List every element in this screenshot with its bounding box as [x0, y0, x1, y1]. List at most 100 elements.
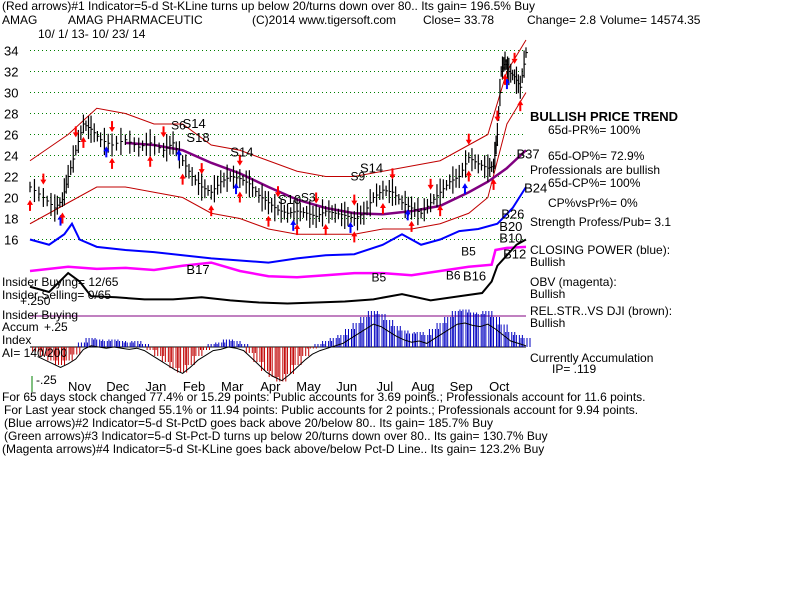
y-tick-label: 18: [4, 212, 18, 227]
y-tick-label: 28: [4, 107, 18, 122]
signal-label: S14: [230, 145, 253, 160]
x-tick-label: Aug: [411, 379, 434, 394]
y-tick-label: 30: [4, 86, 18, 101]
accum-label: Accum: [2, 320, 39, 334]
obv-line: [29, 245, 527, 279]
signal-arrow-head: [198, 169, 205, 175]
signal-label: S10: [278, 192, 301, 207]
accum-top-value: +.25: [44, 320, 68, 334]
signal-arrow-head: [461, 183, 468, 189]
signal-arrow-head: [465, 139, 472, 145]
signal-arrow-head: [389, 174, 396, 180]
x-tick-label: Jan: [145, 379, 166, 394]
signal-label: B12: [503, 246, 526, 261]
signal-label: S18: [186, 130, 209, 145]
header-line-1: (Red arrows)#1 Indicator=5-d St-KLine tu…: [2, 0, 535, 13]
volume-value: Volume= 14574.35: [600, 13, 701, 27]
ai-value: AI= 140/200: [2, 346, 68, 360]
trend-label: BULLISH PRICE TREND: [530, 109, 679, 124]
signal-label: B5: [461, 244, 476, 258]
accumulation-label: Currently Accumulation: [530, 351, 654, 365]
x-tick-label: May: [296, 379, 321, 394]
accumulation-histogram: [32, 309, 531, 382]
closing-power-label: CLOSING POWER (blue):: [530, 243, 671, 257]
signal-arrow-head: [351, 200, 358, 206]
relstr-line: [29, 238, 527, 305]
signal-arrow-head: [27, 199, 33, 205]
op-value: 65d-OP%= 72.9%: [548, 149, 645, 163]
signal-arrow-head: [236, 160, 243, 166]
closing-power-state: Bullish: [530, 255, 566, 269]
y-tick-label: 24: [4, 149, 18, 164]
footer-line-4: (Green arrows)#3 Indicator=5-d St-Pct-D …: [4, 429, 548, 443]
signal-arrow-head: [404, 209, 411, 215]
signal-arrow-head: [408, 220, 415, 226]
cp-value: 65d-CP%= 100%: [548, 176, 641, 190]
signal-arrow-head: [147, 155, 154, 161]
signal-arrow-head: [502, 73, 509, 79]
cpvspr-value: CP%vsPr%= 0%: [548, 196, 638, 210]
footer-line-1: For 65 days stock changed 77.4% or 15.29…: [2, 390, 646, 404]
x-tick-label: Sep: [450, 379, 473, 394]
insider-buying-ratio: Insider Buying= 12/65: [2, 275, 119, 289]
level-250: +.250: [20, 294, 51, 308]
professionals-label: Professionals are bullish: [530, 163, 661, 177]
signal-arrow-head: [109, 157, 116, 163]
pr-value: 65d-PR%= 100%: [548, 123, 641, 137]
change-value: Change= 2.8: [527, 13, 597, 27]
gridlines: [30, 50, 526, 392]
y-tick-label: 34: [4, 44, 18, 59]
x-tick-label: Feb: [183, 379, 205, 394]
x-tick-label: Nov: [68, 379, 92, 394]
x-tick-label: Jul: [377, 379, 394, 394]
y-tick-label: 32: [4, 65, 18, 80]
x-tick-label: Dec: [106, 379, 130, 394]
signal-label: B10: [499, 231, 522, 246]
signal-arrow-head: [490, 178, 497, 184]
signal-arrow-head: [59, 212, 66, 218]
y-axis-ticks: 34 32 30 28 26 24 22 20 18 16: [4, 44, 18, 248]
signal-label: B17: [186, 262, 209, 277]
signal-arrow-head: [175, 149, 182, 155]
signal-arrow-head: [313, 198, 320, 204]
signal-arrow-head: [109, 127, 116, 133]
x-axis-ticks: Nov Dec Jan Feb Mar Apr May Jun Jul Aug Sep Oct: [68, 379, 510, 394]
insider-buying-label: Insider Buying: [2, 308, 79, 322]
accum-average-line: [37, 322, 527, 382]
signal-arrow-head: [511, 58, 518, 64]
y-tick-label: 16: [4, 233, 18, 248]
signal-arrow-head: [72, 132, 79, 138]
x-tick-label: Mar: [221, 379, 244, 394]
accum-bottom-value: -.25: [36, 373, 57, 387]
signal-label: B16: [463, 268, 486, 283]
signal-arrow-head: [494, 116, 501, 122]
signal-arrow-head: [290, 219, 297, 225]
obv-label: OBV (magenta):: [530, 275, 617, 289]
ip-value: IP= .119: [552, 362, 597, 376]
x-tick-label: Oct: [489, 379, 510, 394]
date-range: 10/ 1/ 13- 10/ 23/ 14: [38, 27, 146, 41]
signal-arrow-head: [379, 203, 386, 209]
signal-label: B26: [501, 207, 524, 222]
series-lines: [29, 39, 528, 305]
signal-arrow-head: [437, 205, 444, 211]
signal-label: B37: [516, 147, 539, 162]
signal-arrow-head: [265, 215, 272, 221]
signal-arrow-head: [294, 224, 301, 230]
signal-arrow-head: [80, 136, 87, 142]
footer-line-2: For Last year stock changed 55.1% or 11.…: [4, 403, 639, 417]
footer-line-3: (Blue arrows)#2 Indicator=5-d St-PctD go…: [4, 416, 493, 430]
signal-arrow-head: [236, 191, 243, 197]
close-value: Close= 33.78: [423, 13, 495, 27]
x-tick-label: Jun: [336, 379, 357, 394]
signal-label: B5: [371, 271, 386, 285]
signal-arrow-head: [233, 183, 240, 189]
ticker-symbol: AMAG: [2, 13, 38, 27]
signal-arrows: [27, 52, 524, 243]
signal-arrow-head: [179, 173, 186, 179]
copyright: (C)2014 www.tigersoft.com: [252, 13, 397, 27]
x-tick-label: Apr: [260, 379, 281, 394]
signal-arrow-head: [465, 170, 472, 176]
signal-arrow-head: [517, 100, 524, 106]
